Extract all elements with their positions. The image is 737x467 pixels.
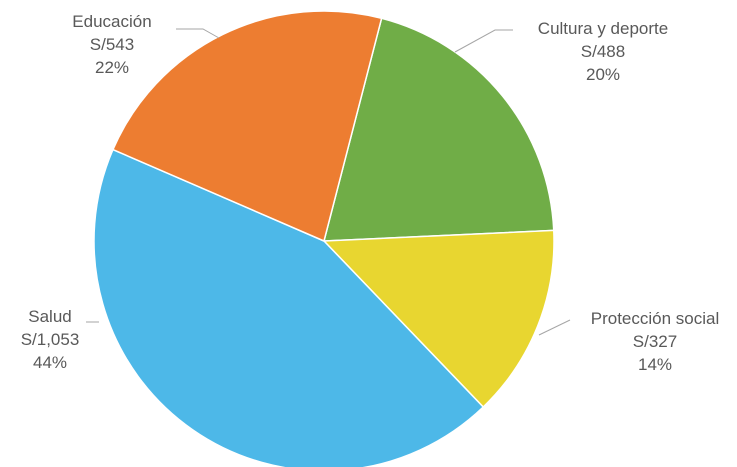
pie-slice-salud [93, 148, 485, 467]
slice-label-percent: 14% [638, 355, 672, 374]
slice-label-name: Salud [28, 307, 71, 326]
slice-label-name: Educación [72, 12, 151, 31]
slice-label-amount: S/488 [581, 42, 625, 61]
label-educacion: Educación S/543 22% [72, 12, 151, 77]
slice-label-amount: S/1,053 [21, 330, 80, 349]
leader-lines [86, 28, 571, 336]
pie-slice-educacion [111, 10, 383, 243]
slice-label-amount: S/327 [633, 332, 677, 351]
leader-line-cultura-y-deporte [454, 29, 513, 53]
slice-label-percent: 44% [33, 353, 67, 372]
slice-label-amount: S/543 [90, 35, 134, 54]
slice-label-percent: 20% [586, 65, 620, 84]
pie-slice-cultura-y-deporte [323, 17, 555, 242]
label-salud: Salud S/1,053 44% [21, 307, 80, 372]
slice-label-percent: 22% [95, 58, 129, 77]
pie-slice-proteccion-social [322, 229, 555, 409]
leader-line-proteccion-social [538, 319, 571, 336]
leader-line-educacion [176, 28, 220, 39]
slice-label-name: Cultura y deporte [538, 19, 668, 38]
label-proteccion-social: Protección social S/327 14% [591, 309, 720, 374]
pie-slices [93, 10, 555, 467]
slice-label-name: Protección social [591, 309, 720, 328]
label-cultura-y-deporte: Cultura y deporte S/488 20% [538, 19, 668, 84]
